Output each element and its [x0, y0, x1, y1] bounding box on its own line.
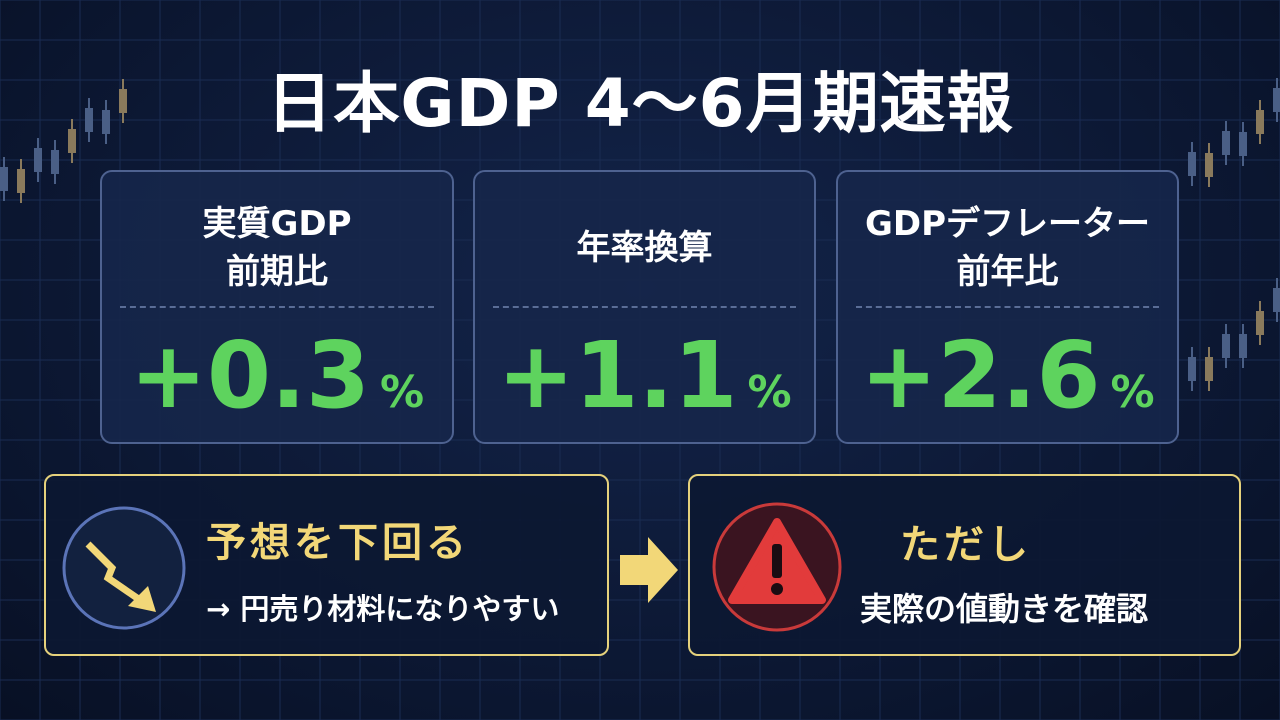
card-label: 年率換算: [475, 194, 814, 304]
card-label: 実質GDP 前期比: [102, 194, 452, 304]
note-box: 予想を下回る → 円売り材料になりやすい: [44, 474, 609, 656]
separator: [856, 306, 1159, 308]
bg-candle: [1273, 88, 1280, 112]
unit: %: [1110, 367, 1155, 418]
label-line: 前期比: [226, 252, 328, 292]
value: +2.6: [860, 322, 1101, 429]
card-value: +2.6%: [838, 322, 1177, 429]
icon-arrow: [85, 541, 142, 603]
bg-candle: [119, 89, 127, 113]
bg-candle: [1256, 311, 1264, 335]
bg-candle: [51, 150, 59, 174]
bg-candle: [102, 110, 110, 134]
unit: %: [747, 367, 792, 418]
value: +1.1: [497, 322, 738, 429]
title: 日本GDP 4～6月期速報: [266, 65, 1014, 142]
note-heading: 予想を下回る: [206, 520, 470, 566]
warning-icon: [712, 502, 842, 632]
note-text: → 円売り材料になりやすい: [206, 592, 560, 626]
bg-candle: [1273, 288, 1280, 312]
card-value: +0.3%: [102, 322, 452, 429]
note-box: ただし 実際の値動きを確認: [688, 474, 1241, 656]
bg-candle: [85, 108, 93, 132]
bg-candle: [1188, 152, 1196, 176]
bg-candle: [1222, 131, 1230, 155]
card: GDPデフレーター 前年比 +2.6%: [836, 170, 1179, 444]
bg-candle: [68, 129, 76, 153]
arrow-shape: [620, 537, 678, 603]
value: +0.3: [129, 322, 370, 429]
bg-candle: [34, 148, 42, 172]
note-text: 実際の値動きを確認: [860, 590, 1149, 628]
bg-candle: [1205, 153, 1213, 177]
down-icon: [62, 506, 186, 630]
unit: %: [379, 367, 425, 418]
bg-candle: [1205, 357, 1213, 381]
arrow: [620, 537, 678, 603]
card-label: GDPデフレーター 前年比: [838, 194, 1177, 304]
label-line: 前年比: [956, 252, 1059, 292]
bg-candle: [1222, 334, 1230, 358]
separator: [120, 306, 434, 308]
icon-arrowhead: [128, 586, 156, 612]
bg-candle: [0, 167, 8, 191]
card-value: +1.1%: [475, 322, 814, 429]
bg-candle: [17, 169, 25, 193]
label-line: 年率換算: [576, 228, 713, 269]
label-line: GDPデフレーター: [864, 204, 1151, 245]
bg-candle: [1239, 132, 1247, 156]
icon-dot: [771, 583, 783, 595]
icon-bar: [772, 544, 782, 578]
icon-circle: [62, 506, 186, 630]
card: 実質GDP 前期比 +0.3%: [100, 170, 454, 444]
bg-candle: [1239, 334, 1247, 358]
note-heading: ただし: [900, 522, 1032, 568]
card: 年率換算 +1.1%: [473, 170, 816, 444]
label-line: 実質GDP: [202, 204, 352, 245]
separator: [493, 306, 796, 308]
bg-candle: [1188, 357, 1196, 381]
bg-candle: [1256, 110, 1264, 134]
